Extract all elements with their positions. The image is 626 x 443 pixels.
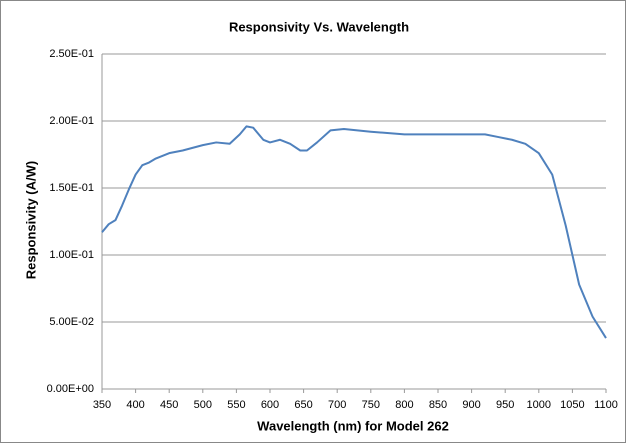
x-tick-label: 350 (93, 399, 111, 411)
x-tick-label: 550 (227, 399, 245, 411)
y-tick-label: 1.50E-01 (49, 182, 94, 194)
x-axis-label: Wavelength (nm) for Model 262 (257, 418, 449, 433)
x-tick-label: 1100 (594, 399, 618, 411)
y-tick-label: 2.50E-01 (49, 48, 94, 60)
x-tick-label: 750 (362, 399, 380, 411)
x-tick-label: 850 (429, 399, 447, 411)
x-tick-label: 950 (496, 399, 514, 411)
y-tick-label: 5.00E-02 (49, 316, 94, 328)
x-tick-label: 400 (126, 399, 144, 411)
x-tick-label: 800 (395, 399, 413, 411)
x-tick-label: 650 (294, 399, 312, 411)
x-tick-label: 700 (328, 399, 346, 411)
y-tick-label: 1.00E-01 (49, 249, 94, 261)
x-tick-label: 900 (462, 399, 480, 411)
x-tick-label: 450 (160, 399, 178, 411)
x-tick-label: 1000 (527, 399, 551, 411)
x-tick-label: 1050 (560, 399, 584, 411)
x-tick-label: 600 (261, 399, 279, 411)
y-axis-label: Responsivity (A/W) (23, 161, 38, 279)
data-line (101, 125, 607, 339)
y-tick-label: 0.00E+00 (47, 383, 94, 395)
y-tick-label: 2.00E-01 (49, 115, 94, 127)
chart-title: Responsivity Vs. Wavelength (229, 19, 409, 34)
x-tick-label: 500 (194, 399, 212, 411)
